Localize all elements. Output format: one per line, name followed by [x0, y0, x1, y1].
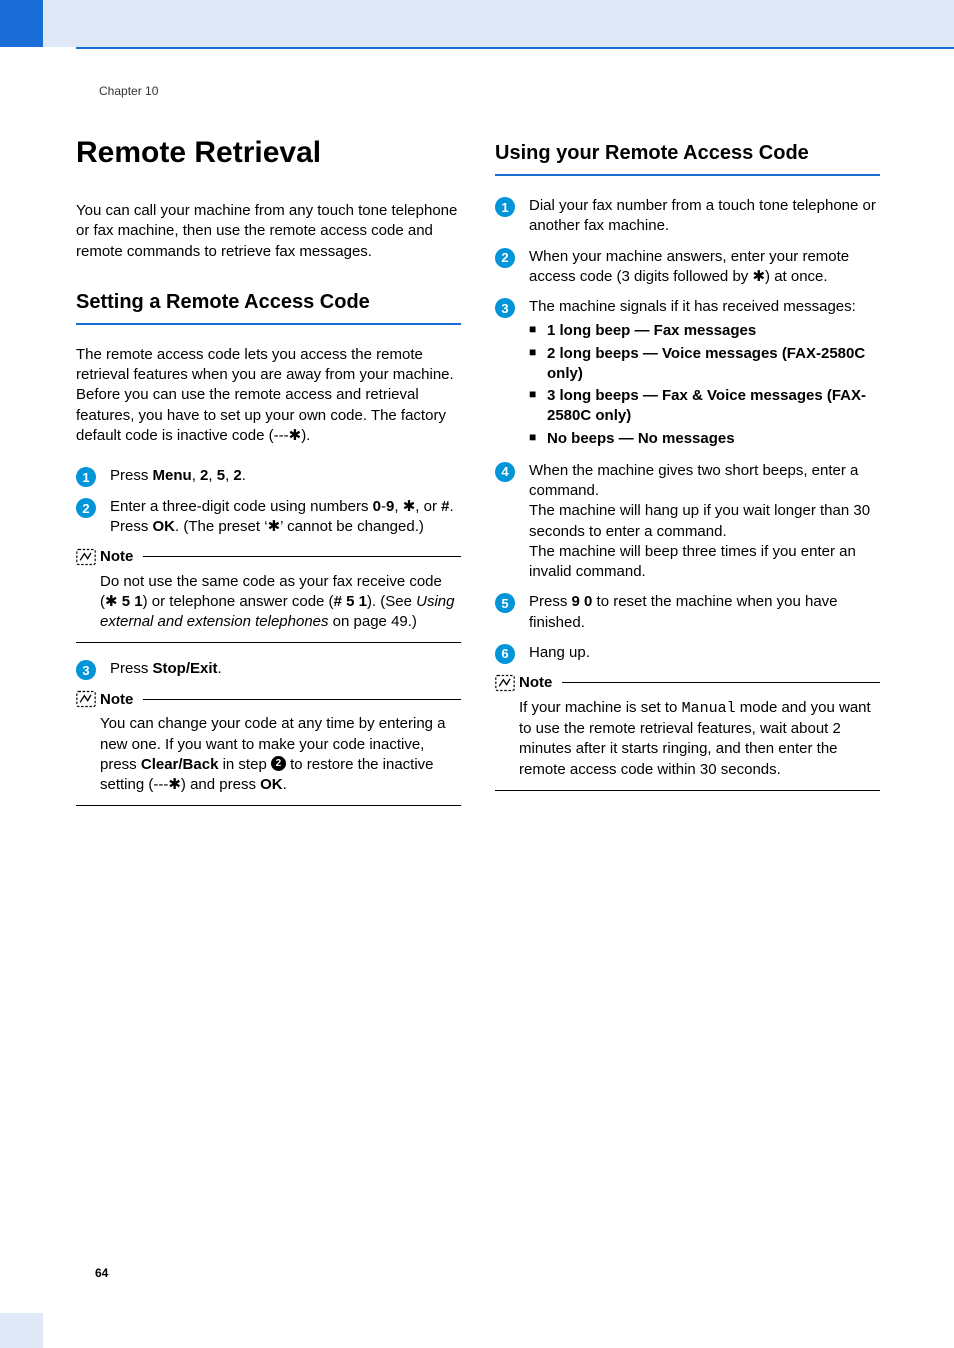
section-title: Remote Retrieval — [76, 135, 461, 171]
right-column: Using your Remote Access Code 1 Dial you… — [495, 135, 880, 822]
note-icon — [495, 674, 515, 692]
page: Chapter 10 64 Remote Retrieval You can c… — [0, 0, 954, 1348]
step-body: Press Stop/Exit. — [110, 659, 461, 679]
step-2: 2 Enter a three-digit code using numbers… — [76, 497, 461, 538]
step-number-icon: 2 — [495, 248, 515, 268]
chapter-label: Chapter 10 — [99, 84, 158, 98]
step-body: The machine signals if it has received m… — [529, 297, 880, 451]
step-body: Hang up. — [529, 643, 880, 663]
note-title: Note — [100, 691, 133, 708]
list-item: No beeps — No messages — [529, 429, 880, 449]
signal-list: 1 long beep — Fax messages 2 long beeps … — [529, 321, 880, 449]
note-box: Note Do not use the same code as your fa… — [76, 548, 461, 644]
note-text: Do not use the same code as your fax rec… — [76, 572, 461, 644]
description-paragraph: The remote access code lets you access t… — [76, 345, 461, 446]
note-title: Note — [519, 674, 552, 691]
header-banner — [0, 0, 954, 47]
step-number-icon: 1 — [76, 467, 96, 487]
page-number: 64 — [95, 1266, 108, 1280]
note-title: Note — [100, 548, 133, 565]
step-4: 4 When the machine gives two short beeps… — [495, 461, 880, 583]
note-header: Note — [495, 674, 880, 692]
content-columns: Remote Retrieval You can call your machi… — [76, 135, 880, 822]
note-rule — [143, 699, 461, 700]
list-item: 1 long beep — Fax messages — [529, 321, 880, 341]
step-body: Enter a three-digit code using numbers 0… — [110, 497, 461, 538]
step-number-icon: 2 — [76, 498, 96, 518]
note-header: Note — [76, 548, 461, 566]
subsection-title: Using your Remote Access Code — [495, 141, 880, 176]
note-text: If your machine is set to Manual mode an… — [495, 698, 880, 791]
step-3: 3 The machine signals if it has received… — [495, 297, 880, 451]
step-body: When the machine gives two short beeps, … — [529, 461, 880, 583]
note-box: Note You can change your code at any tim… — [76, 690, 461, 806]
side-tab — [0, 0, 43, 47]
step-number-icon: 5 — [495, 593, 515, 613]
note-rule — [562, 682, 880, 683]
subsection-title: Setting a Remote Access Code — [76, 290, 461, 325]
step-1: 1 Press Menu, 2, 5, 2. — [76, 466, 461, 487]
step-number-icon: 4 — [495, 462, 515, 482]
step-number-icon: 1 — [495, 197, 515, 217]
step-1: 1 Dial your fax number from a touch tone… — [495, 196, 880, 237]
step-number-icon: 3 — [76, 660, 96, 680]
note-icon — [76, 690, 96, 708]
footer-tab — [0, 1313, 43, 1348]
header-rule — [76, 47, 954, 49]
step-body: When your machine answers, enter your re… — [529, 247, 880, 288]
step-5: 5 Press 9 0 to reset the machine when yo… — [495, 592, 880, 633]
left-column: Remote Retrieval You can call your machi… — [76, 135, 461, 822]
note-text: You can change your code at any time by … — [76, 714, 461, 806]
note-icon — [76, 548, 96, 566]
list-item: 3 long beeps — Fax & Voice messages (FAX… — [529, 386, 880, 427]
step-number-icon: 3 — [495, 298, 515, 318]
step-number-icon: 6 — [495, 644, 515, 664]
intro-paragraph: You can call your machine from any touch… — [76, 201, 461, 262]
list-item: 2 long beeps — Voice messages (FAX-2580C… — [529, 344, 880, 385]
step-body: Press Menu, 2, 5, 2. — [110, 466, 461, 486]
note-rule — [143, 556, 461, 557]
note-box: Note If your machine is set to Manual mo… — [495, 674, 880, 791]
step-6: 6 Hang up. — [495, 643, 880, 664]
step-2: 2 When your machine answers, enter your … — [495, 247, 880, 288]
inline-step-ref-icon: 2 — [271, 756, 286, 771]
note-header: Note — [76, 690, 461, 708]
step-body: Press 9 0 to reset the machine when you … — [529, 592, 880, 633]
step-body: Dial your fax number from a touch tone t… — [529, 196, 880, 237]
step-3: 3 Press Stop/Exit. — [76, 659, 461, 680]
